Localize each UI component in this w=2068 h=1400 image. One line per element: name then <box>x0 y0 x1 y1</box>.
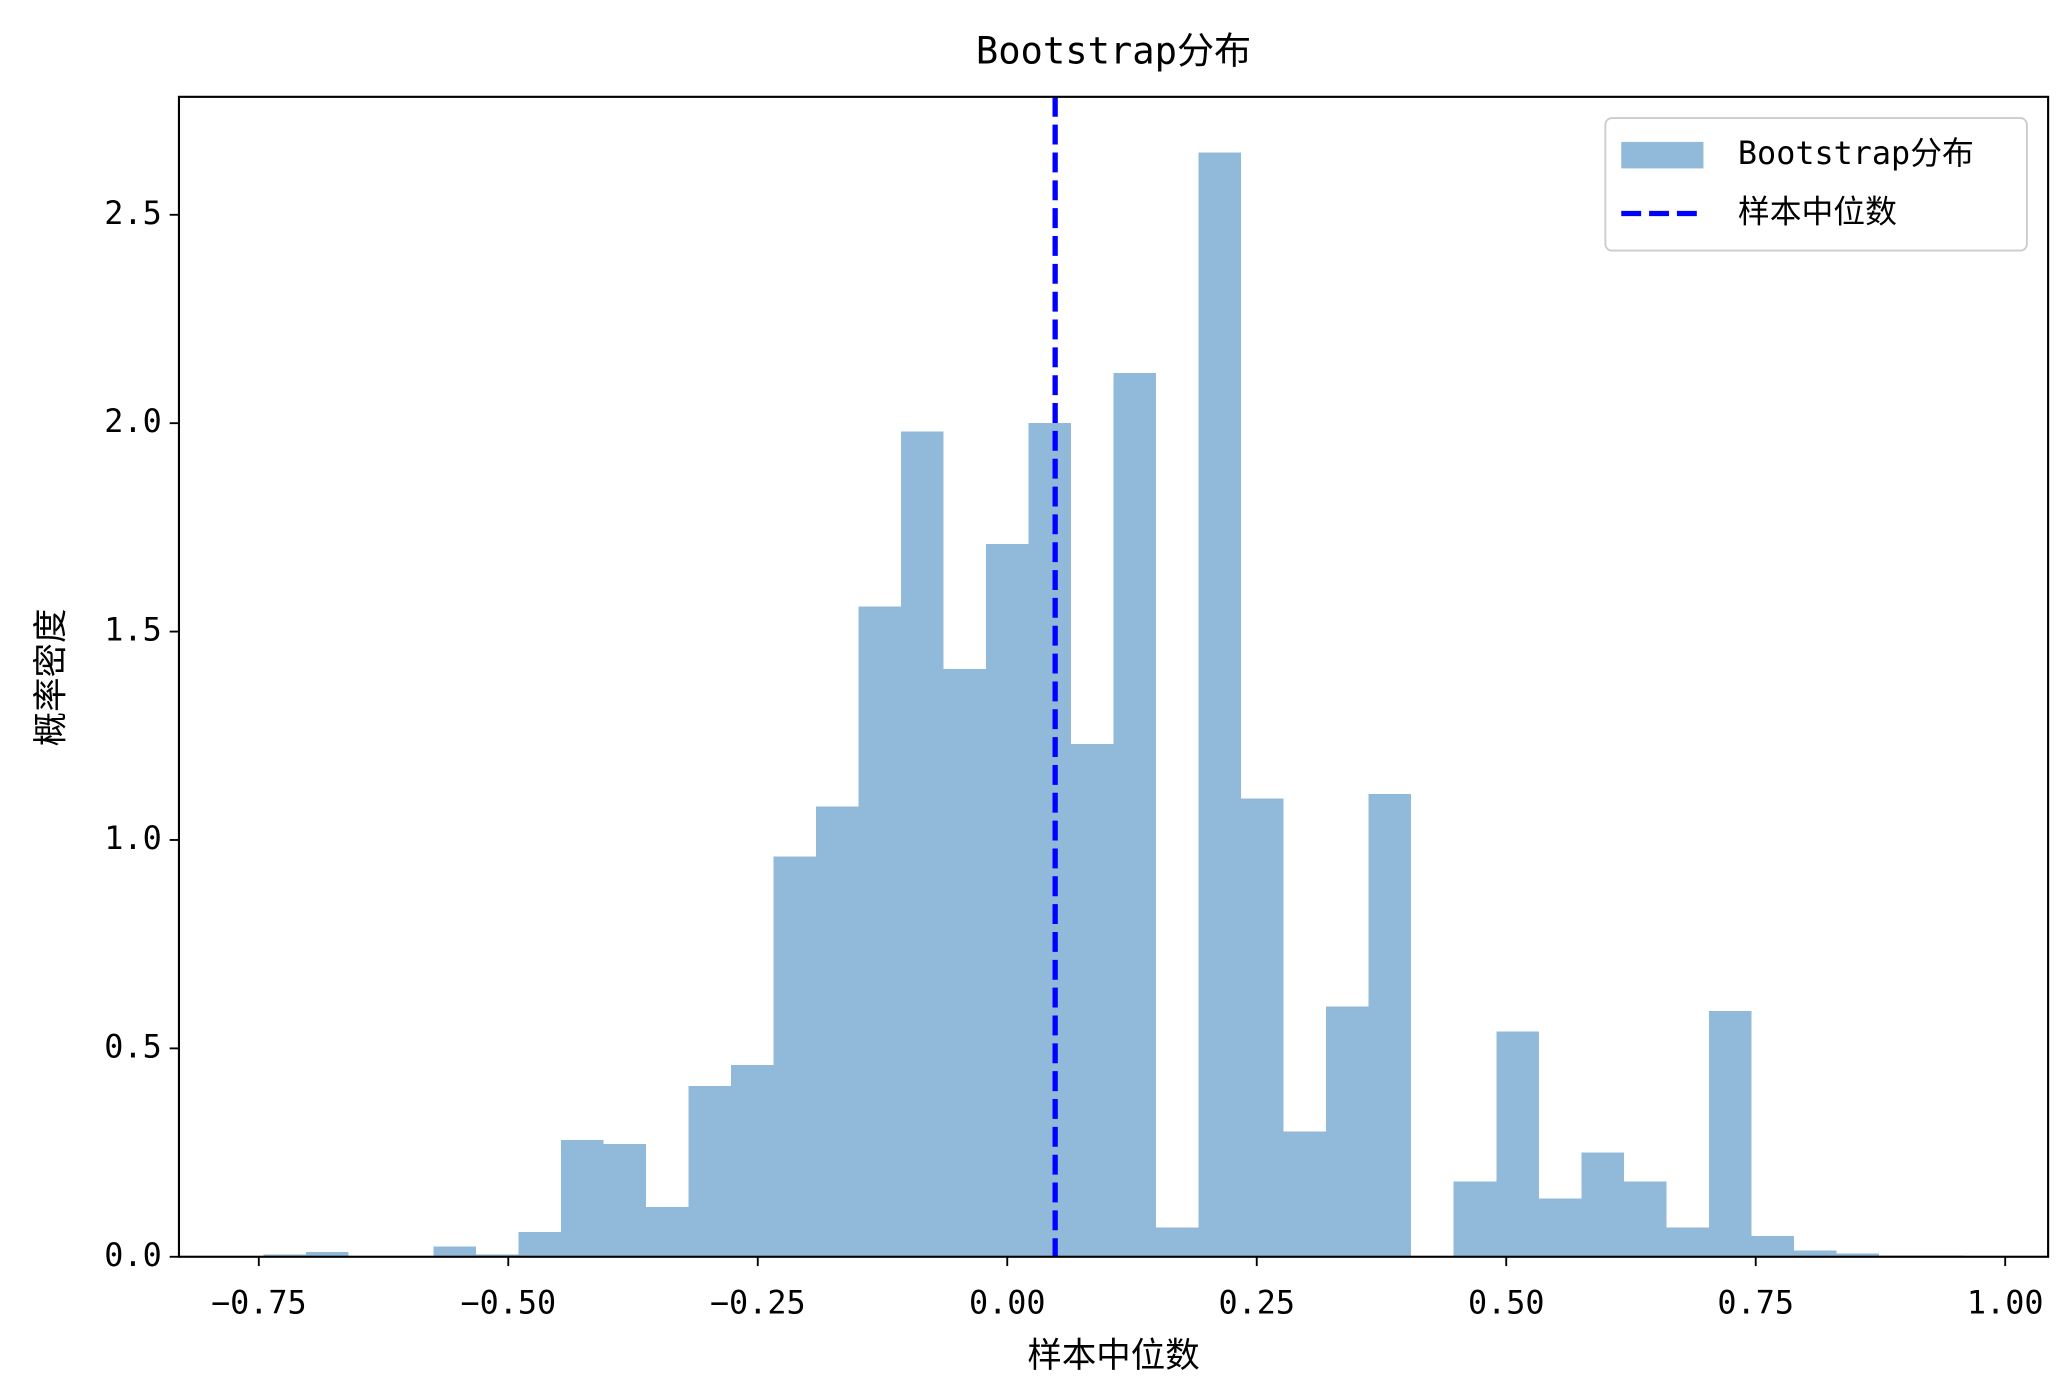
x-axis-label: 样本中位数 <box>1027 1336 1199 1376</box>
legend-label: 样本中位数 <box>1738 192 1897 230</box>
histogram-bar <box>433 1246 476 1257</box>
histogram-bar <box>1453 1181 1497 1257</box>
x-tick-label: 0.00 <box>969 1283 1046 1321</box>
y-tick-label: 0.0 <box>104 1236 161 1274</box>
histogram-bar <box>1623 1181 1667 1257</box>
histogram-bar <box>1836 1253 1879 1257</box>
histogram-bar <box>986 544 1029 1257</box>
y-tick-label: 2.0 <box>104 402 161 440</box>
x-tick-label: 0.25 <box>1218 1283 1295 1321</box>
x-tick-label: −0.25 <box>710 1283 806 1321</box>
histogram-bar <box>1793 1250 1837 1257</box>
x-tick-label: 1.00 <box>1967 1283 2044 1321</box>
histogram-bar <box>901 431 944 1257</box>
histogram-bar <box>1113 373 1157 1257</box>
y-tick-label: 1.0 <box>104 819 161 857</box>
y-tick-label: 1.5 <box>104 611 161 649</box>
histogram-bar <box>305 1251 349 1257</box>
histogram-bar <box>1751 1235 1794 1257</box>
histogram-bar <box>688 1085 732 1257</box>
histogram-bar <box>560 1140 604 1257</box>
histogram-bar <box>1071 744 1114 1257</box>
x-tick-label: 0.50 <box>1468 1283 1545 1321</box>
histogram-bar <box>518 1231 561 1257</box>
x-tick-label: −0.75 <box>211 1283 307 1321</box>
histogram-bar <box>1368 794 1412 1257</box>
histogram-bar <box>1283 1131 1327 1257</box>
y-axis-label: 概率密度 <box>32 609 72 747</box>
histogram-bar <box>646 1206 689 1257</box>
histogram-bar <box>1666 1227 1709 1257</box>
histogram-bar <box>603 1144 647 1257</box>
histogram-bar <box>773 856 817 1257</box>
chart-title: Bootstrap分布 <box>976 30 1251 73</box>
histogram-bar <box>1028 423 1072 1257</box>
histogram-bar <box>1198 152 1242 1257</box>
histogram-bar <box>1538 1198 1582 1257</box>
histogram-bar <box>1241 798 1284 1257</box>
histogram-bar <box>816 806 859 1257</box>
legend-label: Bootstrap分布 <box>1738 134 1974 172</box>
y-tick-label: 2.5 <box>104 194 161 232</box>
histogram-bar <box>858 606 902 1257</box>
legend-swatch <box>1621 141 1704 169</box>
x-tick-label: −0.50 <box>460 1283 556 1321</box>
plot-frame <box>177 95 2050 1258</box>
histogram-bar <box>1496 1031 1539 1257</box>
legend-frame <box>1604 117 2028 252</box>
histogram-bar <box>943 669 987 1257</box>
histogram-bar <box>1708 1010 1752 1257</box>
y-tick-label: 0.5 <box>104 1027 161 1065</box>
histogram-bar <box>1326 1006 1369 1257</box>
histogram-bar <box>731 1065 774 1257</box>
histogram-bar <box>1581 1152 1624 1257</box>
histogram-bar <box>1156 1227 1199 1257</box>
x-tick-label: 0.75 <box>1717 1283 1794 1321</box>
